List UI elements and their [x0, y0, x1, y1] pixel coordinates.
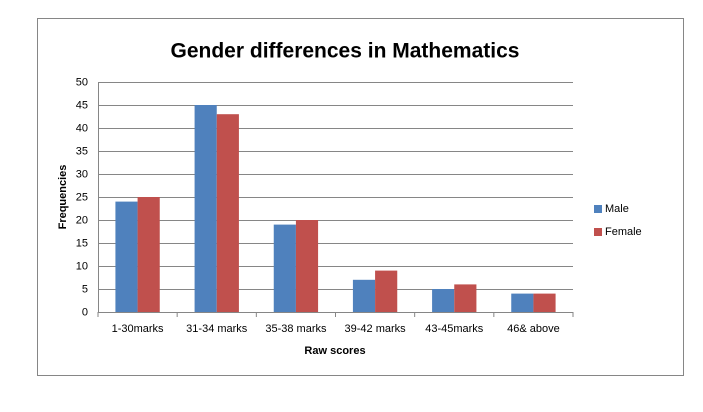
- x-tick-label: 43-45marks: [425, 323, 484, 335]
- y-tick-label: 35: [76, 145, 88, 157]
- x-tick-label: 39-42 marks: [345, 323, 407, 335]
- bar: [533, 293, 556, 312]
- x-axis-label: Raw scores: [304, 345, 365, 357]
- y-tick-label: 20: [76, 214, 88, 226]
- y-tick-label: 40: [76, 122, 88, 134]
- bar: [295, 220, 319, 312]
- x-tick-label: 31-34 marks: [186, 323, 248, 335]
- bar: [352, 279, 376, 312]
- bar: [432, 289, 455, 312]
- y-tick-label: 30: [76, 168, 88, 180]
- y-axis-label: Frequencies: [57, 165, 69, 230]
- chart-title: Gender differences in Mathematics: [171, 40, 520, 63]
- x-tick-label: 1-30marks: [112, 323, 164, 335]
- bar: [115, 201, 138, 312]
- y-tick-label: 45: [76, 99, 88, 111]
- x-tick-label: 35-38 marks: [265, 323, 327, 335]
- legend-swatch: [594, 205, 602, 213]
- y-tick-label: 5: [82, 283, 88, 295]
- bar: [273, 224, 296, 312]
- y-tick-label: 25: [76, 191, 88, 203]
- legend-label: Female: [605, 226, 642, 238]
- bar: [511, 293, 534, 312]
- bar: [454, 284, 477, 312]
- bar: [194, 105, 217, 312]
- legend-swatch: [594, 228, 602, 236]
- y-tick-label: 0: [82, 306, 88, 318]
- bar: [137, 197, 160, 312]
- y-tick-label: 15: [76, 237, 88, 249]
- legend-label: Male: [605, 203, 629, 215]
- x-tick-label: 46& above: [507, 323, 560, 335]
- bar: [216, 114, 239, 312]
- y-tick-label: 10: [76, 260, 88, 272]
- y-tick-label: 50: [76, 76, 88, 88]
- bar: [375, 270, 398, 312]
